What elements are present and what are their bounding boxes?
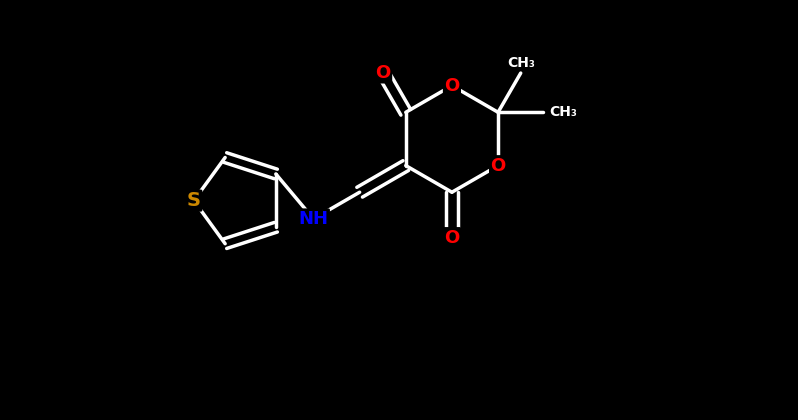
Text: O: O bbox=[376, 64, 391, 82]
Text: CH₃: CH₃ bbox=[507, 56, 535, 70]
Text: S: S bbox=[187, 191, 201, 210]
Text: O: O bbox=[444, 228, 460, 247]
Text: CH₃: CH₃ bbox=[550, 105, 578, 119]
Text: O: O bbox=[491, 157, 506, 175]
Text: O: O bbox=[444, 76, 460, 94]
Text: NH: NH bbox=[298, 210, 329, 228]
